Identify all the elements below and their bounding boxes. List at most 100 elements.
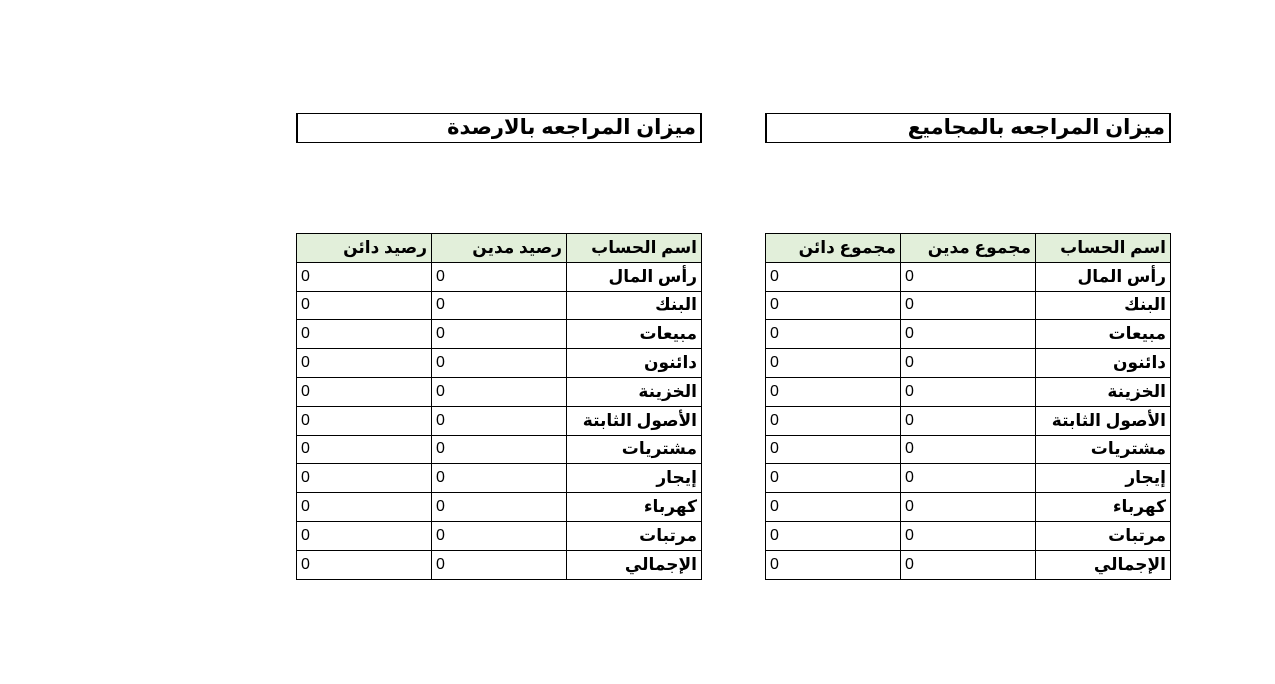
table-row: البنك 0 0 — [296, 290, 702, 321]
header-credit-total[interactable]: مجموع دائن — [765, 233, 901, 263]
debit-cell[interactable]: 0 — [900, 348, 1036, 378]
totals-trial-balance-title[interactable]: ميزان المراجعه بالمجاميع — [765, 113, 1171, 143]
account-name-cell[interactable]: مشتريات — [1035, 434, 1171, 465]
account-name-cell[interactable]: الخزينة — [566, 376, 702, 407]
debit-cell[interactable]: 0 — [900, 376, 1036, 407]
table-row: الإجمالي 0 0 — [296, 549, 702, 580]
balances-trial-balance-title[interactable]: ميزان المراجعه بالارصدة — [296, 113, 702, 143]
credit-cell[interactable]: 0 — [296, 520, 432, 551]
account-name-cell[interactable]: دائنون — [1035, 348, 1171, 378]
debit-cell[interactable]: 0 — [900, 492, 1036, 522]
account-name-cell[interactable]: إيجار — [1035, 463, 1171, 494]
table-row: إيجار 0 0 — [765, 463, 1171, 494]
table-row: مشتريات 0 0 — [296, 434, 702, 465]
account-name-cell[interactable]: مشتريات — [566, 434, 702, 465]
credit-cell[interactable]: 0 — [765, 376, 901, 407]
credit-cell[interactable]: 0 — [296, 463, 432, 494]
credit-cell[interactable]: 0 — [765, 463, 901, 494]
account-name-cell[interactable]: رأس المال — [1035, 261, 1171, 292]
table-row: الخزينة 0 0 — [765, 376, 1171, 407]
credit-cell[interactable]: 0 — [296, 434, 432, 465]
credit-cell[interactable]: 0 — [765, 434, 901, 465]
debit-cell[interactable]: 0 — [900, 290, 1036, 321]
account-name-cell[interactable]: دائنون — [566, 348, 702, 378]
debit-cell[interactable]: 0 — [900, 319, 1036, 350]
header-debit-total[interactable]: مجموع مدين — [900, 233, 1036, 263]
debit-cell[interactable]: 0 — [900, 434, 1036, 465]
credit-cell[interactable]: 0 — [296, 376, 432, 407]
debit-cell[interactable]: 0 — [431, 434, 567, 465]
account-name-cell[interactable]: البنك — [566, 290, 702, 321]
credit-cell[interactable]: 0 — [296, 290, 432, 321]
debit-cell[interactable]: 0 — [431, 376, 567, 407]
account-name-cell[interactable]: رأس المال — [566, 261, 702, 292]
credit-cell[interactable]: 0 — [296, 549, 432, 580]
account-name-cell[interactable]: الأصول الثابتة — [1035, 405, 1171, 436]
table-row: إيجار 0 0 — [296, 463, 702, 494]
table-row: مبيعات 0 0 — [765, 319, 1171, 350]
table-row: دائنون 0 0 — [296, 348, 702, 378]
account-name-cell[interactable]: مبيعات — [1035, 319, 1171, 350]
credit-cell[interactable]: 0 — [765, 520, 901, 551]
credit-cell[interactable]: 0 — [765, 549, 901, 580]
totals-trial-balance-table: اسم الحساب مجموع مدين مجموع دائن رأس الم… — [765, 233, 1171, 580]
debit-cell[interactable]: 0 — [431, 290, 567, 321]
header-account-name[interactable]: اسم الحساب — [566, 233, 702, 263]
debit-cell[interactable]: 0 — [900, 520, 1036, 551]
table-row: الإجمالي 0 0 — [765, 549, 1171, 580]
credit-cell[interactable]: 0 — [296, 405, 432, 436]
account-name-cell[interactable]: كهرباء — [1035, 492, 1171, 522]
credit-cell[interactable]: 0 — [765, 319, 901, 350]
table-row: الأصول الثابتة 0 0 — [765, 405, 1171, 436]
account-name-cell[interactable]: الإجمالي — [566, 549, 702, 580]
credit-cell[interactable]: 0 — [296, 261, 432, 292]
account-name-cell[interactable]: إيجار — [566, 463, 702, 494]
debit-cell[interactable]: 0 — [431, 463, 567, 494]
debit-cell[interactable]: 0 — [900, 261, 1036, 292]
debit-cell[interactable]: 0 — [900, 549, 1036, 580]
credit-cell[interactable]: 0 — [296, 319, 432, 350]
credit-cell[interactable]: 0 — [765, 348, 901, 378]
debit-cell[interactable]: 0 — [900, 463, 1036, 494]
credit-cell[interactable]: 0 — [296, 492, 432, 522]
table-row: مشتريات 0 0 — [765, 434, 1171, 465]
header-account-name[interactable]: اسم الحساب — [1035, 233, 1171, 263]
table-row: رأس المال 0 0 — [296, 261, 702, 292]
credit-cell[interactable]: 0 — [765, 405, 901, 436]
header-row: اسم الحساب رصيد مدين رصيد دائن — [296, 233, 702, 263]
table-row: رأس المال 0 0 — [765, 261, 1171, 292]
table-row: البنك 0 0 — [765, 290, 1171, 321]
table-row: مبيعات 0 0 — [296, 319, 702, 350]
debit-cell[interactable]: 0 — [431, 261, 567, 292]
account-name-cell[interactable]: الإجمالي — [1035, 549, 1171, 580]
account-name-cell[interactable]: مرتبات — [1035, 520, 1171, 551]
debit-cell[interactable]: 0 — [431, 405, 567, 436]
debit-cell[interactable]: 0 — [431, 492, 567, 522]
credit-cell[interactable]: 0 — [765, 290, 901, 321]
header-credit-balance[interactable]: رصيد دائن — [296, 233, 432, 263]
debit-cell[interactable]: 0 — [431, 348, 567, 378]
table-row: مرتبات 0 0 — [765, 520, 1171, 551]
table-row: الأصول الثابتة 0 0 — [296, 405, 702, 436]
account-name-cell[interactable]: الأصول الثابتة — [566, 405, 702, 436]
account-name-cell[interactable]: مرتبات — [566, 520, 702, 551]
account-name-cell[interactable]: مبيعات — [566, 319, 702, 350]
account-name-cell[interactable]: كهرباء — [566, 492, 702, 522]
table-row: كهرباء 0 0 — [296, 492, 702, 522]
table-row: كهرباء 0 0 — [765, 492, 1171, 522]
header-row: اسم الحساب مجموع مدين مجموع دائن — [765, 233, 1171, 263]
table-row: دائنون 0 0 — [765, 348, 1171, 378]
account-name-cell[interactable]: البنك — [1035, 290, 1171, 321]
credit-cell[interactable]: 0 — [765, 261, 901, 292]
header-debit-balance[interactable]: رصيد مدين — [431, 233, 567, 263]
table-row: الخزينة 0 0 — [296, 376, 702, 407]
account-name-cell[interactable]: الخزينة — [1035, 376, 1171, 407]
table-row: مرتبات 0 0 — [296, 520, 702, 551]
debit-cell[interactable]: 0 — [900, 405, 1036, 436]
credit-cell[interactable]: 0 — [765, 492, 901, 522]
credit-cell[interactable]: 0 — [296, 348, 432, 378]
debit-cell[interactable]: 0 — [431, 520, 567, 551]
balances-trial-balance-table: اسم الحساب رصيد مدين رصيد دائن رأس المال… — [296, 233, 702, 580]
debit-cell[interactable]: 0 — [431, 319, 567, 350]
debit-cell[interactable]: 0 — [431, 549, 567, 580]
